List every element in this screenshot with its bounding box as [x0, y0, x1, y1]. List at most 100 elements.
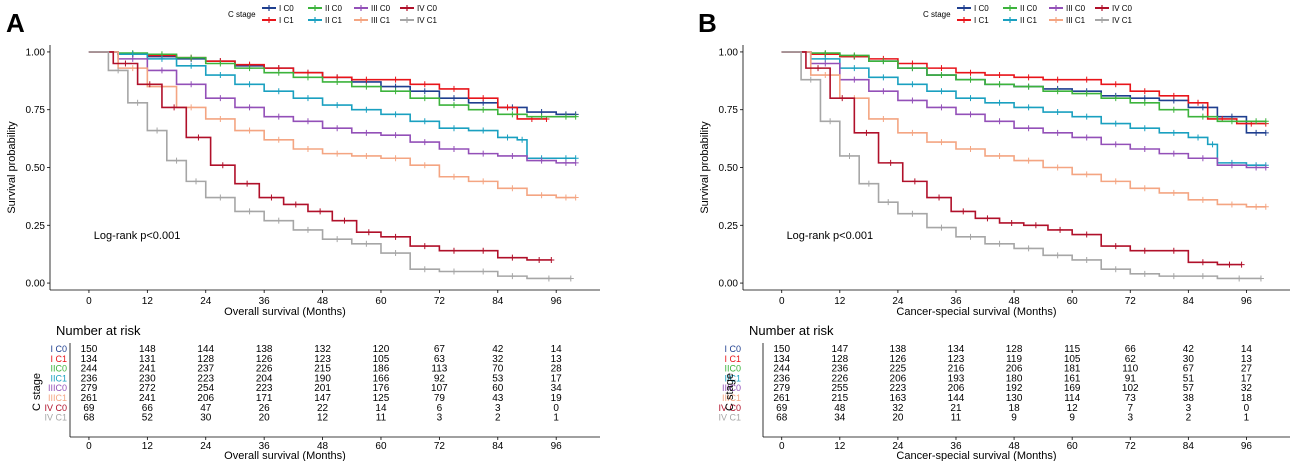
y-tick-label: 0.25: [26, 221, 46, 232]
legend-item: IV C1: [400, 16, 438, 25]
risk-cell: 171: [256, 393, 273, 404]
risk-cell: 52: [142, 413, 154, 424]
risk-cell: 70: [492, 364, 504, 375]
censor-mark: [334, 78, 341, 85]
censor-mark: [822, 60, 829, 67]
censor-mark: [392, 233, 399, 240]
x-axis-title: Overall survival (Months): [224, 306, 346, 318]
censor-mark: [1112, 81, 1119, 88]
panel-a: A C stage I C0 II C0 III C0 IV C0 I C1 II C1 III…: [6, 4, 600, 461]
survival-curve-iv-c1: [88, 51, 571, 280]
censor-mark: [450, 173, 457, 180]
risk-cell: 254: [197, 383, 214, 394]
censor-mark: [1170, 92, 1177, 99]
censor-mark: [567, 275, 574, 282]
risk-cell: 193: [948, 373, 965, 384]
censor-mark: [1253, 118, 1260, 125]
x-tick-label: 0: [86, 296, 92, 307]
risk-cell: 79: [434, 393, 446, 404]
risk-cell: 128: [831, 354, 848, 365]
legend-item: I C1: [262, 16, 294, 25]
censor-mark: [1226, 261, 1233, 268]
risk-cell: 11: [376, 413, 387, 424]
risk-cell: 63: [434, 354, 446, 365]
censor-mark: [1262, 203, 1269, 210]
censor-mark: [341, 217, 348, 224]
risk-cell: 69: [83, 403, 95, 414]
risk-row-label: IIC1: [50, 373, 67, 383]
legend-label: IV C0: [1112, 4, 1133, 13]
censor-mark: [480, 247, 487, 254]
censor-mark: [450, 125, 457, 132]
censor-mark: [217, 60, 224, 67]
censor-mark: [421, 162, 428, 169]
legend-title: C stage: [923, 10, 951, 19]
risk-cell: 201: [314, 383, 331, 394]
survival-curve-iv-c0: [781, 51, 1242, 266]
x-tick-label: 84: [1183, 296, 1195, 307]
censor-mark: [217, 194, 224, 201]
x-tick-label: 36: [950, 296, 962, 307]
risk-cell: 181: [1064, 364, 1081, 375]
censor-mark: [1025, 157, 1032, 164]
censor-mark: [421, 139, 428, 146]
censor-mark: [1083, 113, 1090, 120]
risk-x-tick-label: 24: [200, 441, 212, 452]
censor-mark: [572, 113, 579, 120]
censor-mark: [909, 65, 916, 72]
risk-cell: 123: [314, 354, 331, 365]
censor-mark: [996, 81, 1003, 88]
risk-cell: 241: [139, 364, 156, 375]
censor-marks: [129, 50, 579, 120]
legend-label: II C0: [325, 4, 342, 13]
risk-x-tick-label: 72: [1125, 441, 1137, 452]
risk-row-label: IIIC0: [722, 383, 741, 393]
risk-cell: 144: [197, 344, 214, 355]
risk-table-title: Number at risk: [749, 323, 834, 338]
censor-mark: [246, 65, 253, 72]
risk-cell: 13: [1241, 354, 1253, 365]
censor-mark: [996, 99, 1003, 106]
risk-cell: 230: [139, 373, 156, 384]
risk-cell: 6: [437, 403, 443, 414]
censor-mark: [193, 178, 200, 185]
censor-mark: [1054, 252, 1061, 259]
legend-item: III C0: [354, 4, 391, 13]
y-tick-label: 0.25: [719, 221, 739, 232]
risk-cell: 42: [1183, 344, 1195, 355]
risk-cell: 138: [890, 344, 907, 355]
censor-mark: [188, 104, 195, 111]
legend-item: I C0: [957, 4, 989, 13]
risk-cell: 34: [551, 383, 563, 394]
risk-row-label: I C0: [50, 344, 67, 354]
censor-mark: [275, 69, 282, 76]
censor-mark: [188, 62, 195, 69]
censor-mark: [158, 55, 165, 62]
censor-mark: [450, 95, 457, 102]
risk-x-tick-label: 72: [434, 441, 446, 452]
risk-cell: 204: [256, 373, 273, 384]
censor-mark: [480, 127, 487, 134]
risk-cell: 255: [831, 383, 848, 394]
risk-cell: 67: [1183, 364, 1195, 375]
censor-mark: [1083, 134, 1090, 141]
risk-cell: 0: [1244, 403, 1250, 414]
censor-mark: [1025, 74, 1032, 81]
censor-mark: [1257, 275, 1264, 282]
risk-cell: 12: [317, 413, 329, 424]
risk-cell: 0: [553, 403, 559, 414]
censor-mark: [1083, 231, 1090, 238]
censor-mark: [851, 52, 858, 59]
legend-label: III C0: [371, 4, 391, 13]
legend-item: I C1: [957, 16, 989, 25]
censor-mark: [1228, 201, 1235, 208]
censor-mark: [450, 146, 457, 153]
censor-mark: [392, 250, 399, 257]
censor-mark: [538, 113, 545, 120]
risk-cell: 163: [890, 393, 907, 404]
risk-cell: 279: [81, 383, 98, 394]
censor-mark: [363, 152, 370, 159]
survival-curve-i-c1: [88, 51, 547, 120]
legend-label: II C1: [325, 16, 342, 25]
survival-curve-iv-c0: [88, 51, 552, 261]
